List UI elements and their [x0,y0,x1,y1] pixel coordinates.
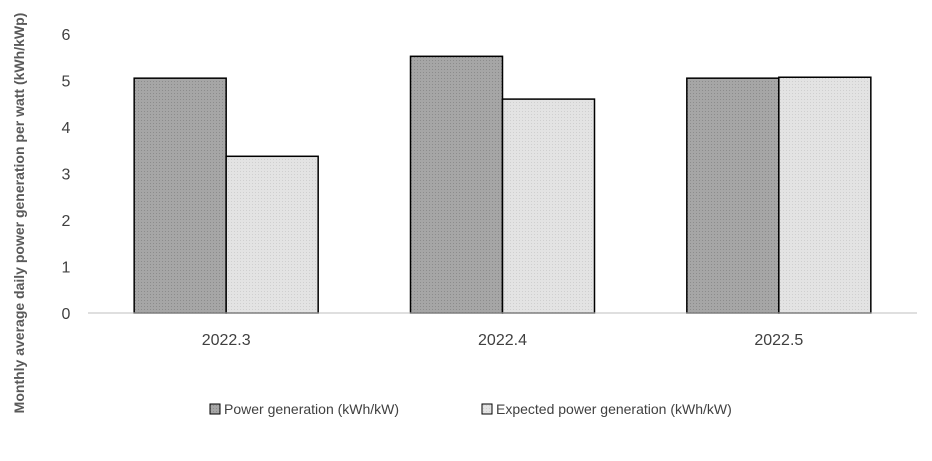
bar-expected-power-generation-2022.4 [501,98,596,314]
y-tick-label: 0 [62,306,71,323]
bar-expected-power-generation-2022.3 [225,155,319,314]
x-tick-labels: 2022.3 2022.4 2022.5 [202,332,804,349]
y-tick-label: 2 [62,213,71,230]
legend-item: Expected power generation (kWh/kW) [481,401,732,417]
y-tick-label: 4 [62,120,71,137]
legend-swatch [481,403,493,415]
y-tick-labels: 0 1 2 3 4 5 6 [62,27,71,323]
legend-swatch [209,403,221,415]
legend-label: Power generation (kWh/kW) [224,401,399,417]
legend-item: Power generation (kWh/kW) [209,401,399,417]
bar-power-generation-2022.5 [686,77,780,314]
legend: Power generation (kWh/kW) Expected power … [209,401,732,417]
bar-power-generation-2022.4 [409,55,504,314]
y-tick-label: 1 [62,260,71,277]
y-tick-label: 3 [62,167,71,184]
x-tick-label: 2022.3 [202,332,251,349]
legend-label: Expected power generation (kWh/kW) [496,401,732,417]
y-axis-label: Monthly average daily power generation p… [11,13,27,414]
x-tick-label: 2022.4 [478,332,527,349]
bar-expected-power-generation-2022.5 [778,76,872,314]
x-tick-label: 2022.5 [754,332,803,349]
y-tick-label: 6 [62,27,71,44]
bars [133,55,872,314]
bar-power-generation-2022.3 [133,77,227,314]
y-tick-label: 5 [62,74,71,91]
